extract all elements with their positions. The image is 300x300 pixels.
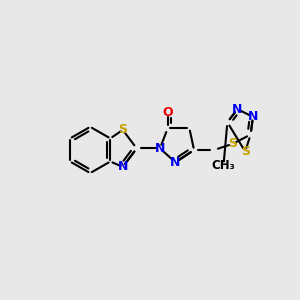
Text: S: S — [118, 123, 127, 136]
Text: O: O — [162, 106, 173, 119]
Text: N: N — [155, 142, 165, 155]
Text: S: S — [228, 137, 237, 150]
Text: S: S — [241, 145, 250, 158]
Text: CH₃: CH₃ — [212, 159, 236, 172]
Text: N: N — [118, 160, 128, 173]
Text: N: N — [232, 103, 243, 116]
Text: N: N — [170, 156, 181, 169]
Text: N: N — [248, 110, 258, 123]
